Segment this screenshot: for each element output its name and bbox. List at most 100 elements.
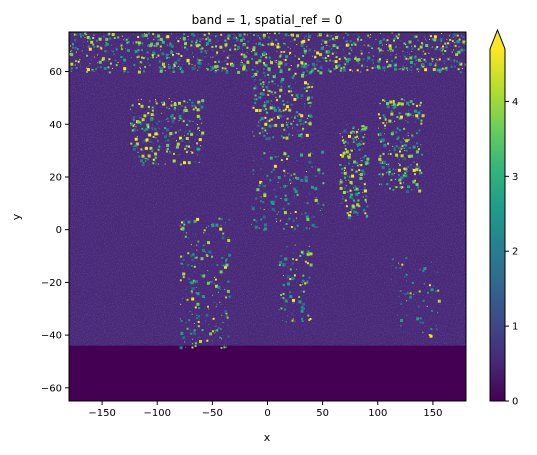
hotspot-pixel bbox=[180, 117, 183, 120]
hotspot-pixel bbox=[302, 123, 304, 125]
hotspot-pixel bbox=[185, 346, 187, 348]
hotspot-pixel bbox=[141, 163, 145, 167]
hotspot-pixel bbox=[253, 218, 256, 221]
hotspot-pixel bbox=[287, 172, 289, 174]
hotspot-pixel bbox=[382, 66, 386, 70]
hotspot-pixel bbox=[329, 70, 332, 73]
hotspot-pixel bbox=[422, 44, 424, 46]
hotspot-pixel bbox=[414, 121, 416, 123]
hotspot-pixel bbox=[398, 146, 400, 149]
hotspot-pixel bbox=[273, 188, 275, 190]
hotspot-pixel bbox=[445, 69, 448, 72]
hotspot-pixel bbox=[196, 114, 200, 118]
hotspot-pixel bbox=[410, 154, 414, 158]
hotspot-pixel bbox=[280, 159, 283, 162]
hotspot-pixel bbox=[331, 37, 334, 40]
hotspot-pixel bbox=[152, 106, 154, 108]
hotspot-pixel bbox=[404, 157, 407, 160]
hotspot-pixel bbox=[356, 203, 360, 207]
hotspot-pixel bbox=[180, 320, 183, 322]
hotspot-pixel bbox=[255, 61, 259, 65]
hotspot-pixel bbox=[216, 264, 219, 266]
hotspot-pixel bbox=[270, 171, 273, 173]
hotspot-pixel bbox=[422, 331, 424, 333]
hotspot-pixel bbox=[130, 142, 133, 145]
hotspot-pixel bbox=[217, 285, 221, 289]
hotspot-pixel bbox=[335, 56, 338, 59]
hotspot-pixel bbox=[137, 49, 140, 52]
hotspot-pixel bbox=[124, 60, 126, 62]
hotspot-pixel bbox=[266, 111, 269, 114]
hotspot-pixel bbox=[290, 182, 291, 184]
hotspot-pixel bbox=[229, 39, 231, 41]
hotspot-pixel bbox=[201, 47, 204, 50]
hotspot-pixel bbox=[198, 59, 201, 62]
hotspot-pixel bbox=[408, 40, 412, 44]
hotspot-pixel bbox=[366, 190, 368, 192]
hotspot-pixel bbox=[426, 66, 428, 68]
hotspot-pixel bbox=[445, 45, 448, 48]
hotspot-pixel bbox=[384, 124, 387, 127]
hotspot-pixel bbox=[146, 123, 150, 127]
hotspot-pixel bbox=[196, 133, 198, 135]
hotspot-pixel bbox=[300, 94, 304, 98]
hotspot-pixel bbox=[420, 119, 423, 122]
hotspot-pixel bbox=[286, 123, 288, 126]
hotspot-pixel bbox=[365, 195, 368, 197]
hotspot-pixel bbox=[304, 212, 307, 215]
hotspot-pixel bbox=[105, 37, 109, 41]
hotspot-pixel bbox=[405, 257, 408, 259]
hotspot-pixel bbox=[293, 274, 296, 277]
hotspot-pixel bbox=[197, 61, 201, 65]
hotspot-pixel bbox=[86, 54, 88, 57]
hotspot-pixel bbox=[314, 226, 317, 228]
hotspot-pixel bbox=[153, 127, 157, 131]
hotspot-pixel bbox=[393, 37, 396, 40]
hotspot-pixel bbox=[226, 56, 229, 59]
hotspot-pixel bbox=[145, 160, 147, 162]
hotspot-pixel bbox=[377, 47, 380, 50]
hotspot-pixel bbox=[193, 104, 196, 107]
hotspot-pixel bbox=[188, 145, 190, 148]
hotspot-pixel bbox=[206, 339, 209, 342]
hotspot-pixel bbox=[70, 62, 74, 66]
hotspot-pixel bbox=[408, 147, 411, 150]
hotspot-pixel bbox=[285, 185, 287, 187]
hotspot-pixel bbox=[309, 101, 312, 104]
hotspot-pixel bbox=[427, 48, 429, 50]
hotspot-pixel bbox=[224, 39, 226, 41]
hotspot-pixel bbox=[405, 144, 408, 147]
hotspot-pixel bbox=[347, 153, 349, 155]
hotspot-pixel bbox=[321, 56, 324, 59]
hotspot-pixel bbox=[464, 49, 466, 52]
hotspot-pixel bbox=[327, 50, 331, 54]
hotspot-pixel bbox=[290, 277, 294, 281]
hotspot-pixel bbox=[72, 42, 74, 44]
hotspot-pixel bbox=[409, 53, 410, 55]
hotspot-pixel bbox=[404, 139, 406, 141]
hotspot-pixel bbox=[225, 346, 227, 348]
hotspot-pixel bbox=[417, 146, 419, 148]
hotspot-pixel bbox=[400, 40, 402, 42]
hotspot-pixel bbox=[360, 174, 362, 176]
hotspot-pixel bbox=[363, 189, 367, 193]
hotspot-pixel bbox=[341, 167, 344, 170]
hotspot-pixel bbox=[349, 40, 352, 43]
hotspot-pixel bbox=[300, 290, 302, 292]
hotspot-pixel bbox=[300, 309, 304, 313]
hotspot-pixel bbox=[345, 179, 347, 181]
hotspot-pixel bbox=[384, 133, 386, 135]
hotspot-pixel bbox=[201, 131, 205, 135]
hotspot-pixel bbox=[357, 62, 360, 65]
hotspot-pixel bbox=[283, 211, 287, 215]
hotspot-pixel bbox=[88, 47, 92, 51]
hotspot-pixel bbox=[339, 205, 341, 207]
hotspot-pixel bbox=[221, 67, 224, 70]
hotspot-pixel bbox=[251, 68, 254, 71]
hotspot-pixel bbox=[456, 40, 460, 44]
hotspot-pixel bbox=[130, 122, 134, 126]
hotspot-pixel bbox=[437, 312, 438, 314]
hotspot-pixel bbox=[384, 127, 386, 129]
hotspot-pixel bbox=[179, 129, 181, 131]
hotspot-pixel bbox=[422, 50, 424, 52]
